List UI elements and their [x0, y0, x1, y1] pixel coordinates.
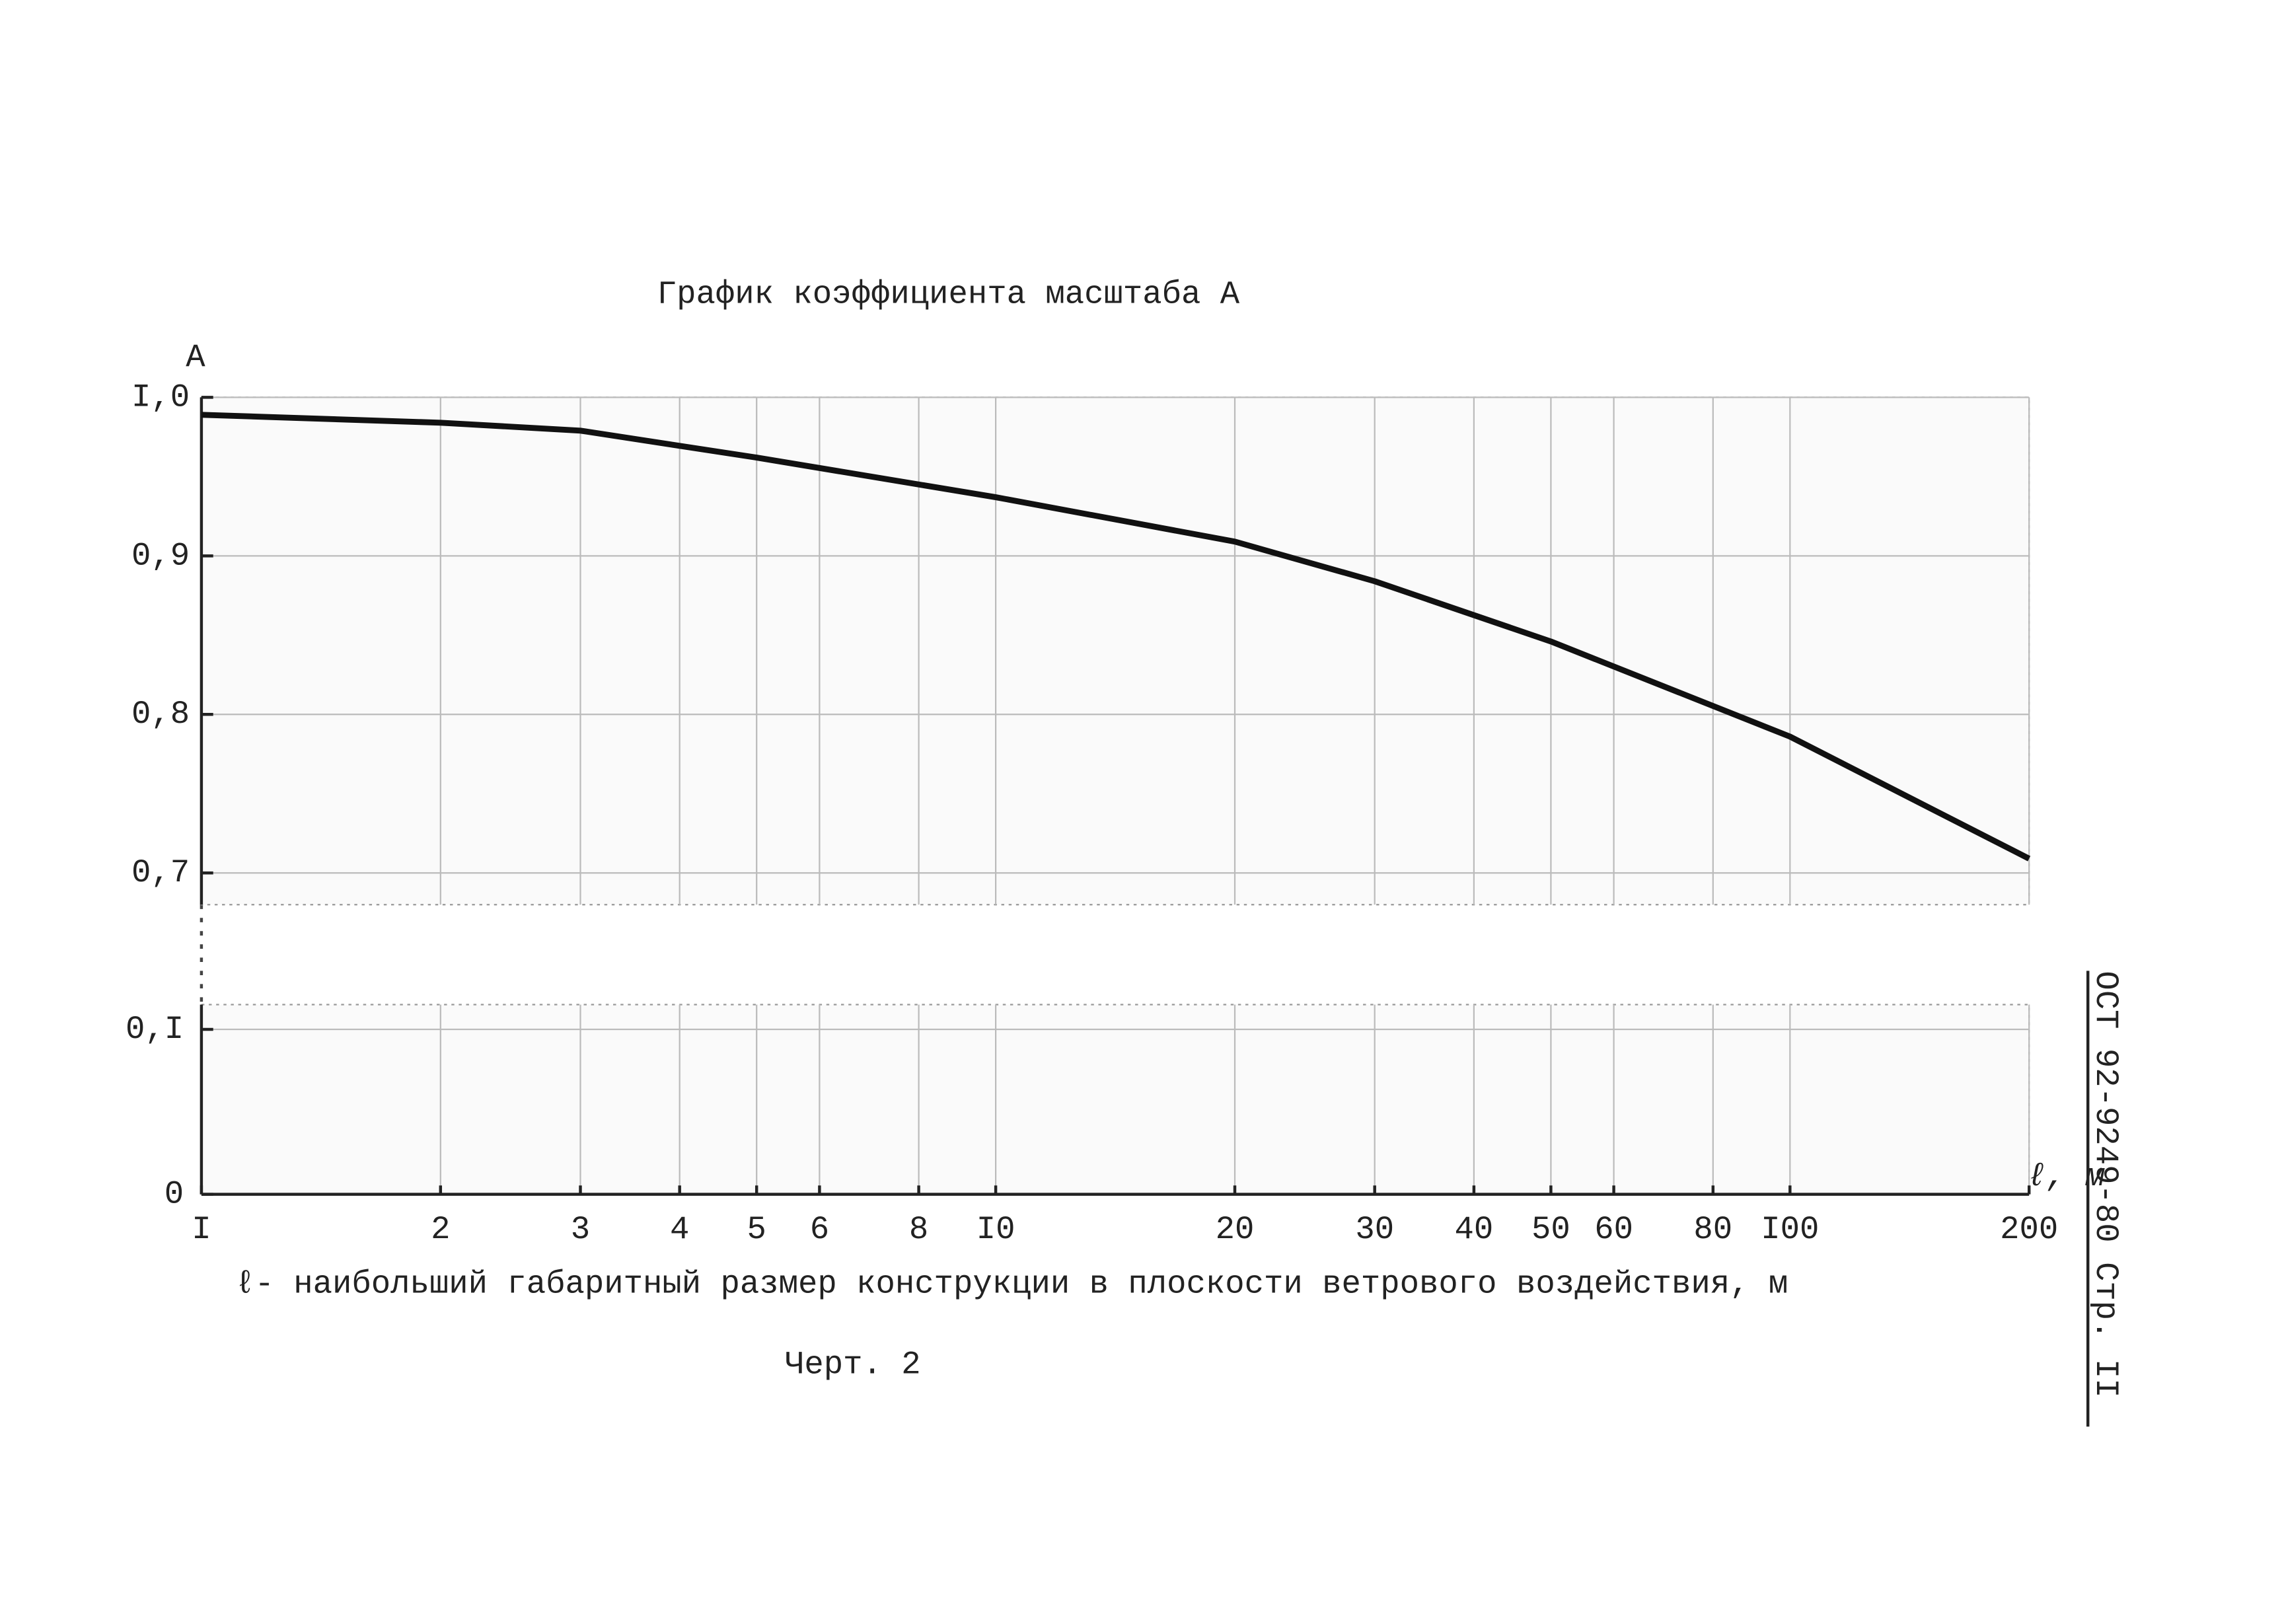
x-tick-label: I00 [1761, 1211, 1819, 1248]
y-tick-label: 0,8 [131, 696, 190, 733]
y-tick-label: I,0 [131, 379, 190, 416]
y-tick-label: 0,I [126, 1011, 184, 1048]
lower-panel-frame [200, 1004, 2030, 1195]
y-tick-label: 0,9 [131, 537, 190, 574]
chart-title: График коэффициента масштаба А [657, 276, 1240, 313]
x-axis-label: ℓ- наибольший габаритный размер конструк… [235, 1265, 1788, 1302]
x-tick-label: 30 [1355, 1211, 1394, 1248]
upper-panel-frame [200, 396, 2030, 906]
caption: Черт. 2 [785, 1347, 921, 1384]
y-tick-label: 0,7 [131, 854, 190, 891]
x-tick-label: 6 [810, 1211, 829, 1248]
x-tick-label: 20 [1216, 1211, 1255, 1248]
y-tick-label: 0 [165, 1176, 184, 1213]
x-tick-label: 40 [1455, 1211, 1494, 1248]
x-tick-label: I [192, 1211, 211, 1248]
x-axis-end-label: ℓ, м [2027, 1158, 2105, 1195]
x-tick-label: 5 [747, 1211, 766, 1248]
x-tick-label: I0 [976, 1211, 1015, 1248]
x-tick-label: 200 [2000, 1211, 2058, 1248]
x-tick-label: 4 [670, 1211, 689, 1248]
side-note: ОСТ 92-9249-80 Стр. II [2087, 971, 2124, 1397]
y-axis-label: А [186, 339, 205, 376]
x-tick-label: 3 [571, 1211, 590, 1248]
x-tick-label: 50 [1531, 1211, 1570, 1248]
x-tick-label: 2 [431, 1211, 450, 1248]
x-tick-label: 8 [909, 1211, 928, 1248]
data-line [201, 412, 2031, 862]
x-tick-label: 60 [1594, 1211, 1633, 1248]
x-tick-label: 80 [1693, 1211, 1732, 1248]
